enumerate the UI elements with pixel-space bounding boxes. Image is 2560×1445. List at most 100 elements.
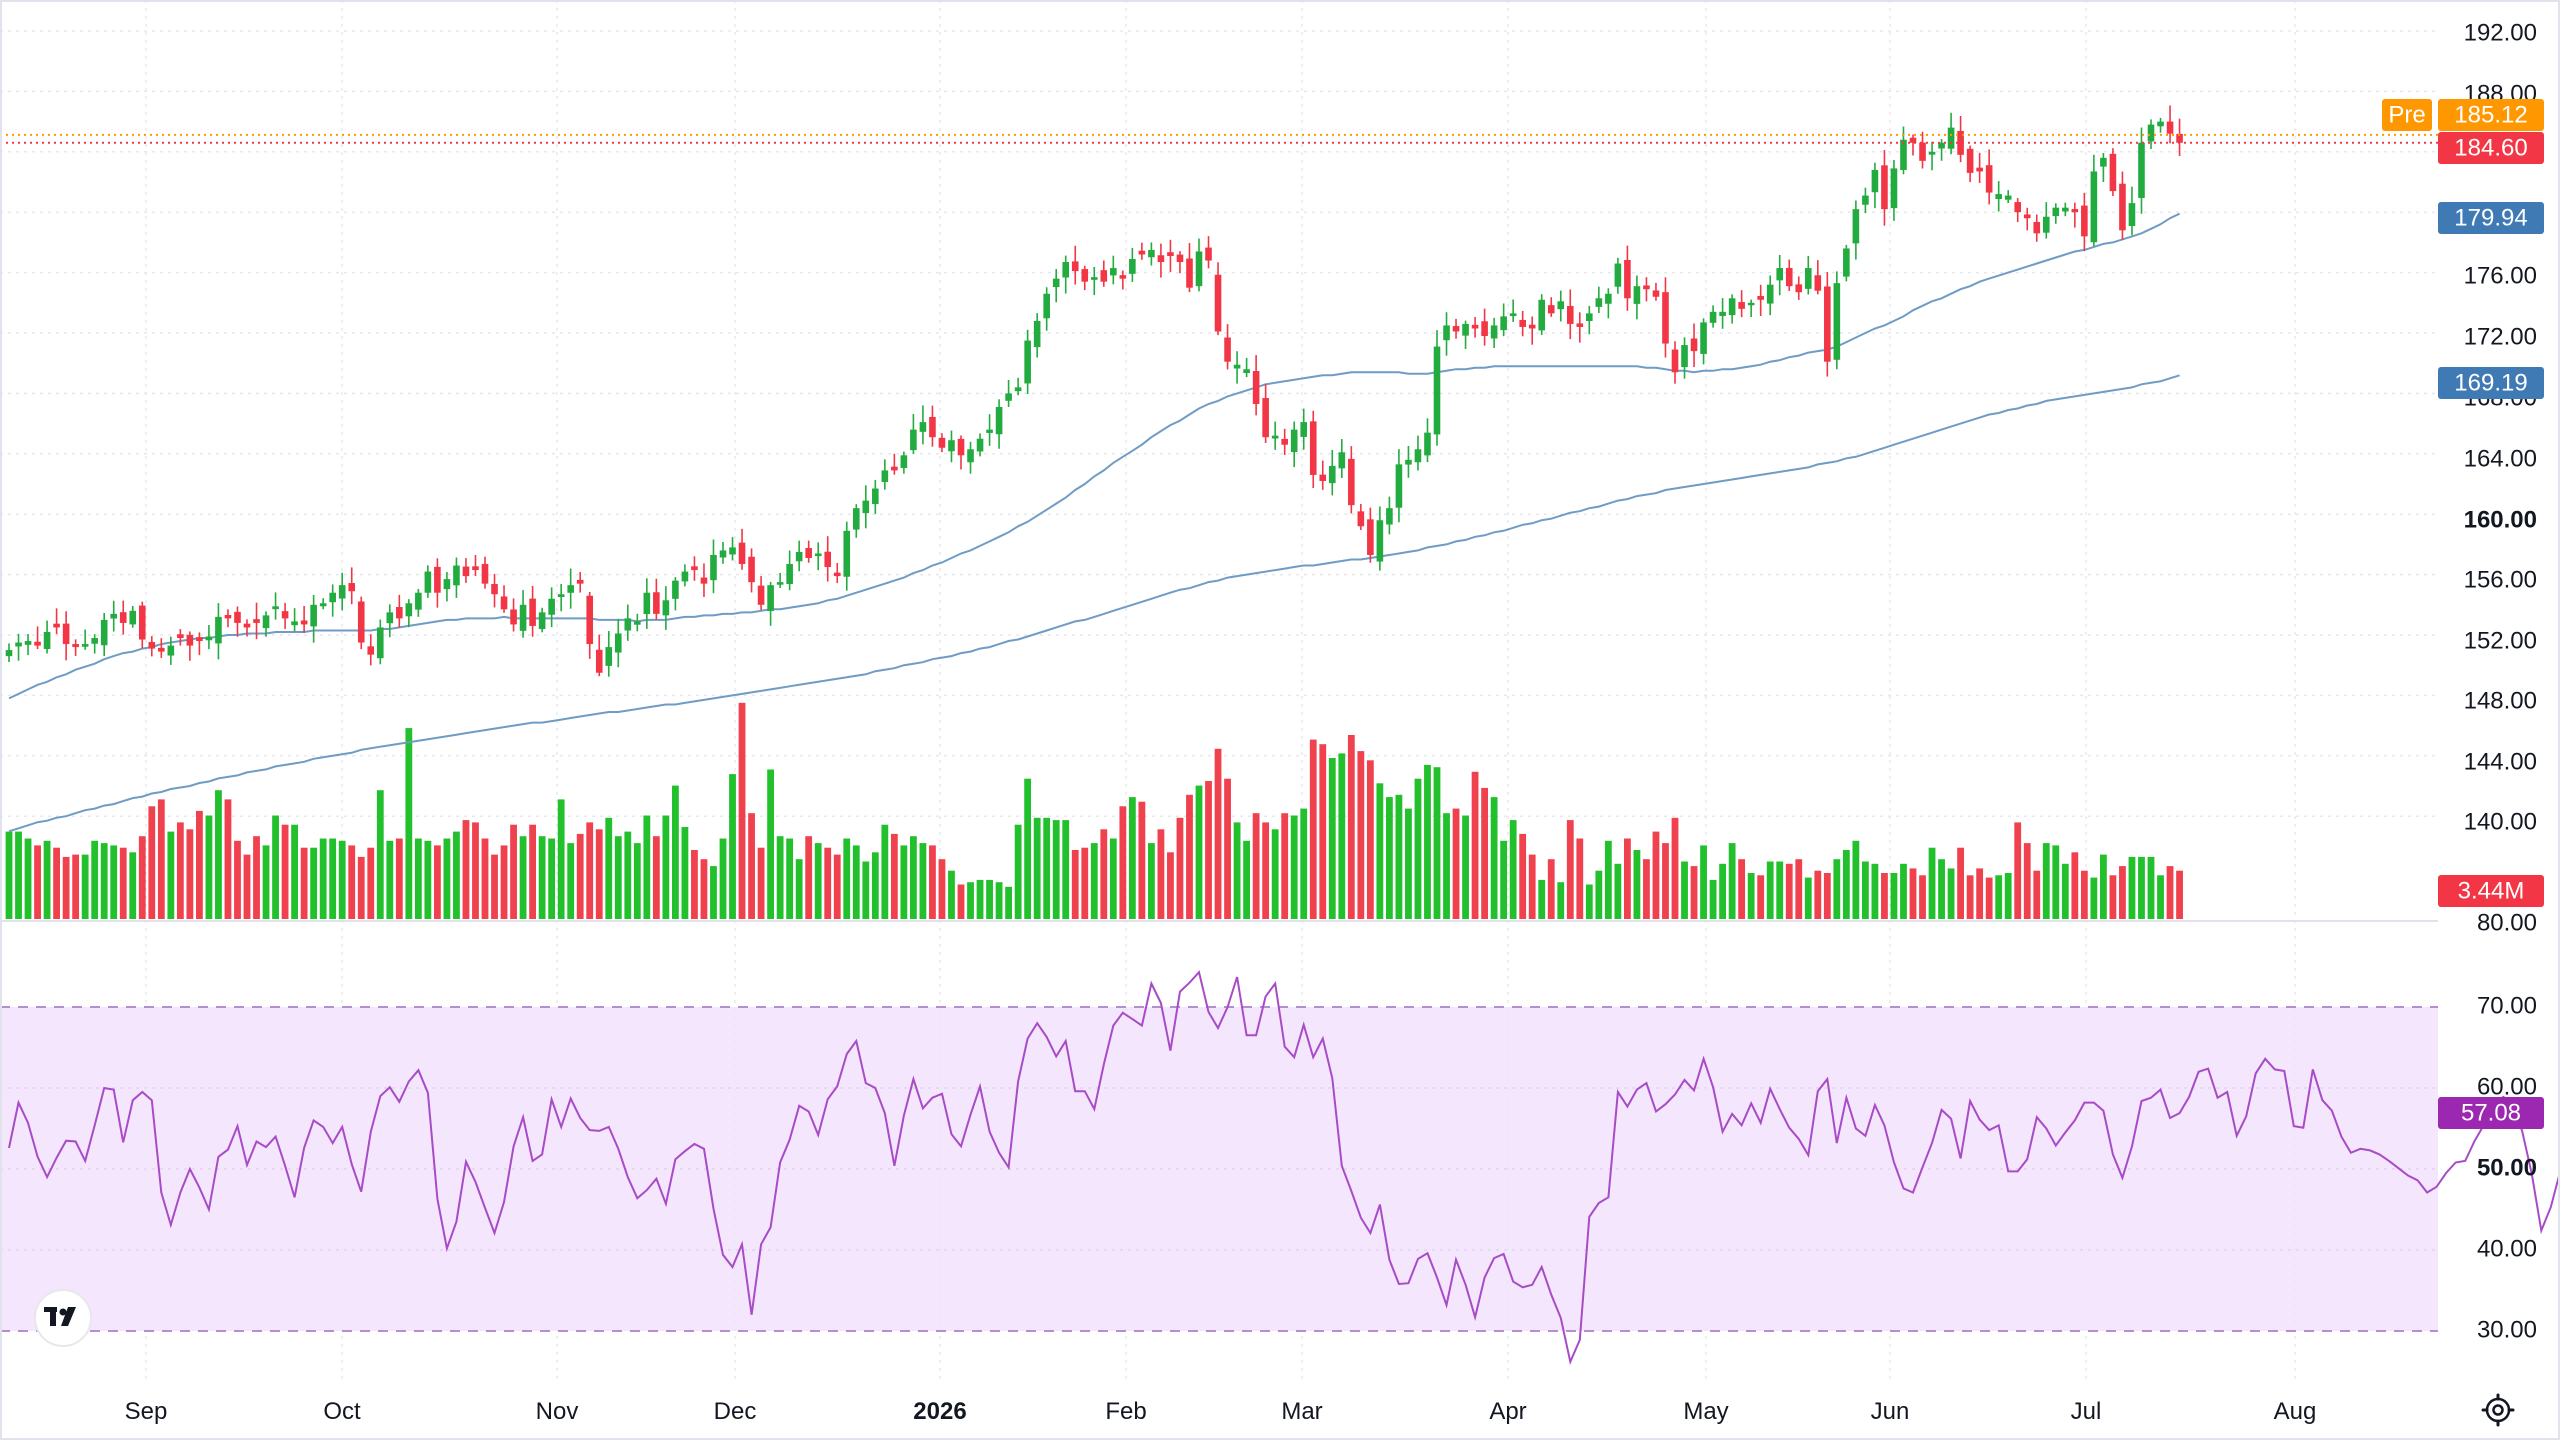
candle — [557, 584, 565, 612]
candle — [1176, 251, 1184, 274]
candle — [424, 565, 432, 598]
volume-bar — [1938, 859, 1945, 919]
candle — [1224, 324, 1231, 370]
volume-bar — [272, 815, 279, 919]
volume-bar — [748, 813, 755, 919]
candle — [348, 567, 356, 605]
candle — [2128, 186, 2136, 236]
rsi-badge[interactable]: 57.08 — [2438, 1097, 2544, 1129]
volume-bar — [1604, 840, 1612, 919]
candle — [1262, 383, 1269, 443]
volume-bar — [1443, 813, 1450, 919]
volume-badge[interactable]: 3.44M — [2438, 875, 2544, 907]
volume-bar — [1319, 744, 1327, 919]
volume-bar — [1662, 843, 1669, 919]
candle — [1652, 282, 1660, 301]
volume-bar — [1138, 801, 1146, 919]
candle — [386, 604, 394, 638]
tradingview-logo[interactable] — [34, 1289, 92, 1347]
volume-bar — [2176, 870, 2183, 919]
volume-bar — [1024, 778, 1032, 919]
volume-bar — [1595, 870, 1603, 919]
candle — [300, 606, 308, 633]
volume-bar — [586, 822, 594, 919]
candle — [586, 592, 594, 659]
candle — [1500, 303, 1507, 337]
volume-bar — [976, 879, 984, 919]
candle — [110, 600, 118, 632]
candle — [1586, 305, 1593, 335]
candle — [1205, 236, 1212, 269]
candle — [919, 405, 927, 445]
pre-label-badge[interactable]: Pre — [2382, 99, 2432, 131]
time-axis-label: Mar — [1281, 1398, 1322, 1425]
candle — [1795, 276, 1803, 300]
candle — [1195, 238, 1203, 292]
candle — [1090, 267, 1098, 296]
volume-bar — [1643, 859, 1650, 919]
candle — [1614, 257, 1622, 294]
candle — [662, 586, 670, 630]
volume-bar — [1214, 748, 1222, 919]
candle — [1966, 145, 1974, 183]
candle — [234, 606, 241, 637]
ma200-badge[interactable]: 169.19 — [2438, 367, 2544, 399]
volume-bar — [1081, 847, 1089, 919]
time-axis-label: 2026 — [913, 1398, 966, 1425]
rsi-line — [8, 970, 2560, 1366]
last-price-badge[interactable]: 184.60 — [2438, 132, 2544, 164]
candle — [272, 592, 279, 620]
volume-badge-text: 3.44M — [2458, 877, 2525, 904]
settings-gear-icon[interactable] — [2481, 1393, 2515, 1427]
volume-bar — [576, 833, 584, 919]
volume-bar — [776, 836, 784, 919]
candle — [643, 578, 651, 629]
volume-bar — [500, 845, 508, 919]
candle — [443, 572, 451, 602]
volume-bars — [5, 702, 2183, 919]
volume-bar — [1157, 829, 1165, 919]
volume-bar — [1614, 863, 1622, 919]
candle — [1271, 421, 1279, 450]
pre-price-badge[interactable]: 185.12 — [2438, 99, 2544, 131]
time-axis-label: Jul — [2071, 1398, 2102, 1425]
price-axis-label: 140.00 — [2464, 808, 2537, 835]
price-axis-label: 156.00 — [2464, 566, 2537, 593]
candle — [481, 556, 489, 589]
rsi-axis-label: 40.00 — [2477, 1235, 2537, 1262]
volume-bar — [91, 840, 99, 919]
candle — [1443, 312, 1450, 356]
price-axis-label: 164.00 — [2464, 445, 2537, 472]
volume-bar — [1823, 873, 1831, 919]
candle — [1976, 152, 1983, 183]
volume-bar — [424, 840, 432, 919]
volume-bar — [367, 847, 375, 919]
volume-bar — [910, 836, 917, 919]
candle — [1167, 239, 1174, 272]
volume-bar — [1719, 863, 1726, 919]
volume-bar — [205, 815, 213, 919]
volume-bar — [186, 829, 194, 919]
volume-bar — [1014, 824, 1022, 919]
volume-bar — [1890, 873, 1898, 919]
candle — [472, 554, 479, 577]
candle — [967, 441, 974, 474]
volume-bar — [1652, 831, 1660, 919]
candle — [1785, 259, 1793, 291]
candle — [700, 563, 708, 597]
candle — [338, 572, 346, 611]
candle — [2147, 119, 2155, 149]
volume-bar — [919, 843, 927, 919]
volume-bar — [786, 838, 794, 919]
rsi-axis-label: 60.00 — [2477, 1073, 2537, 1100]
volume-bar — [1471, 771, 1479, 919]
candle — [434, 558, 441, 608]
ma50-badge[interactable]: 179.94 — [2438, 202, 2544, 234]
candle — [710, 539, 717, 594]
volume-bar — [1500, 840, 1508, 919]
candle — [1043, 287, 1050, 331]
volume-bar — [1566, 820, 1574, 919]
